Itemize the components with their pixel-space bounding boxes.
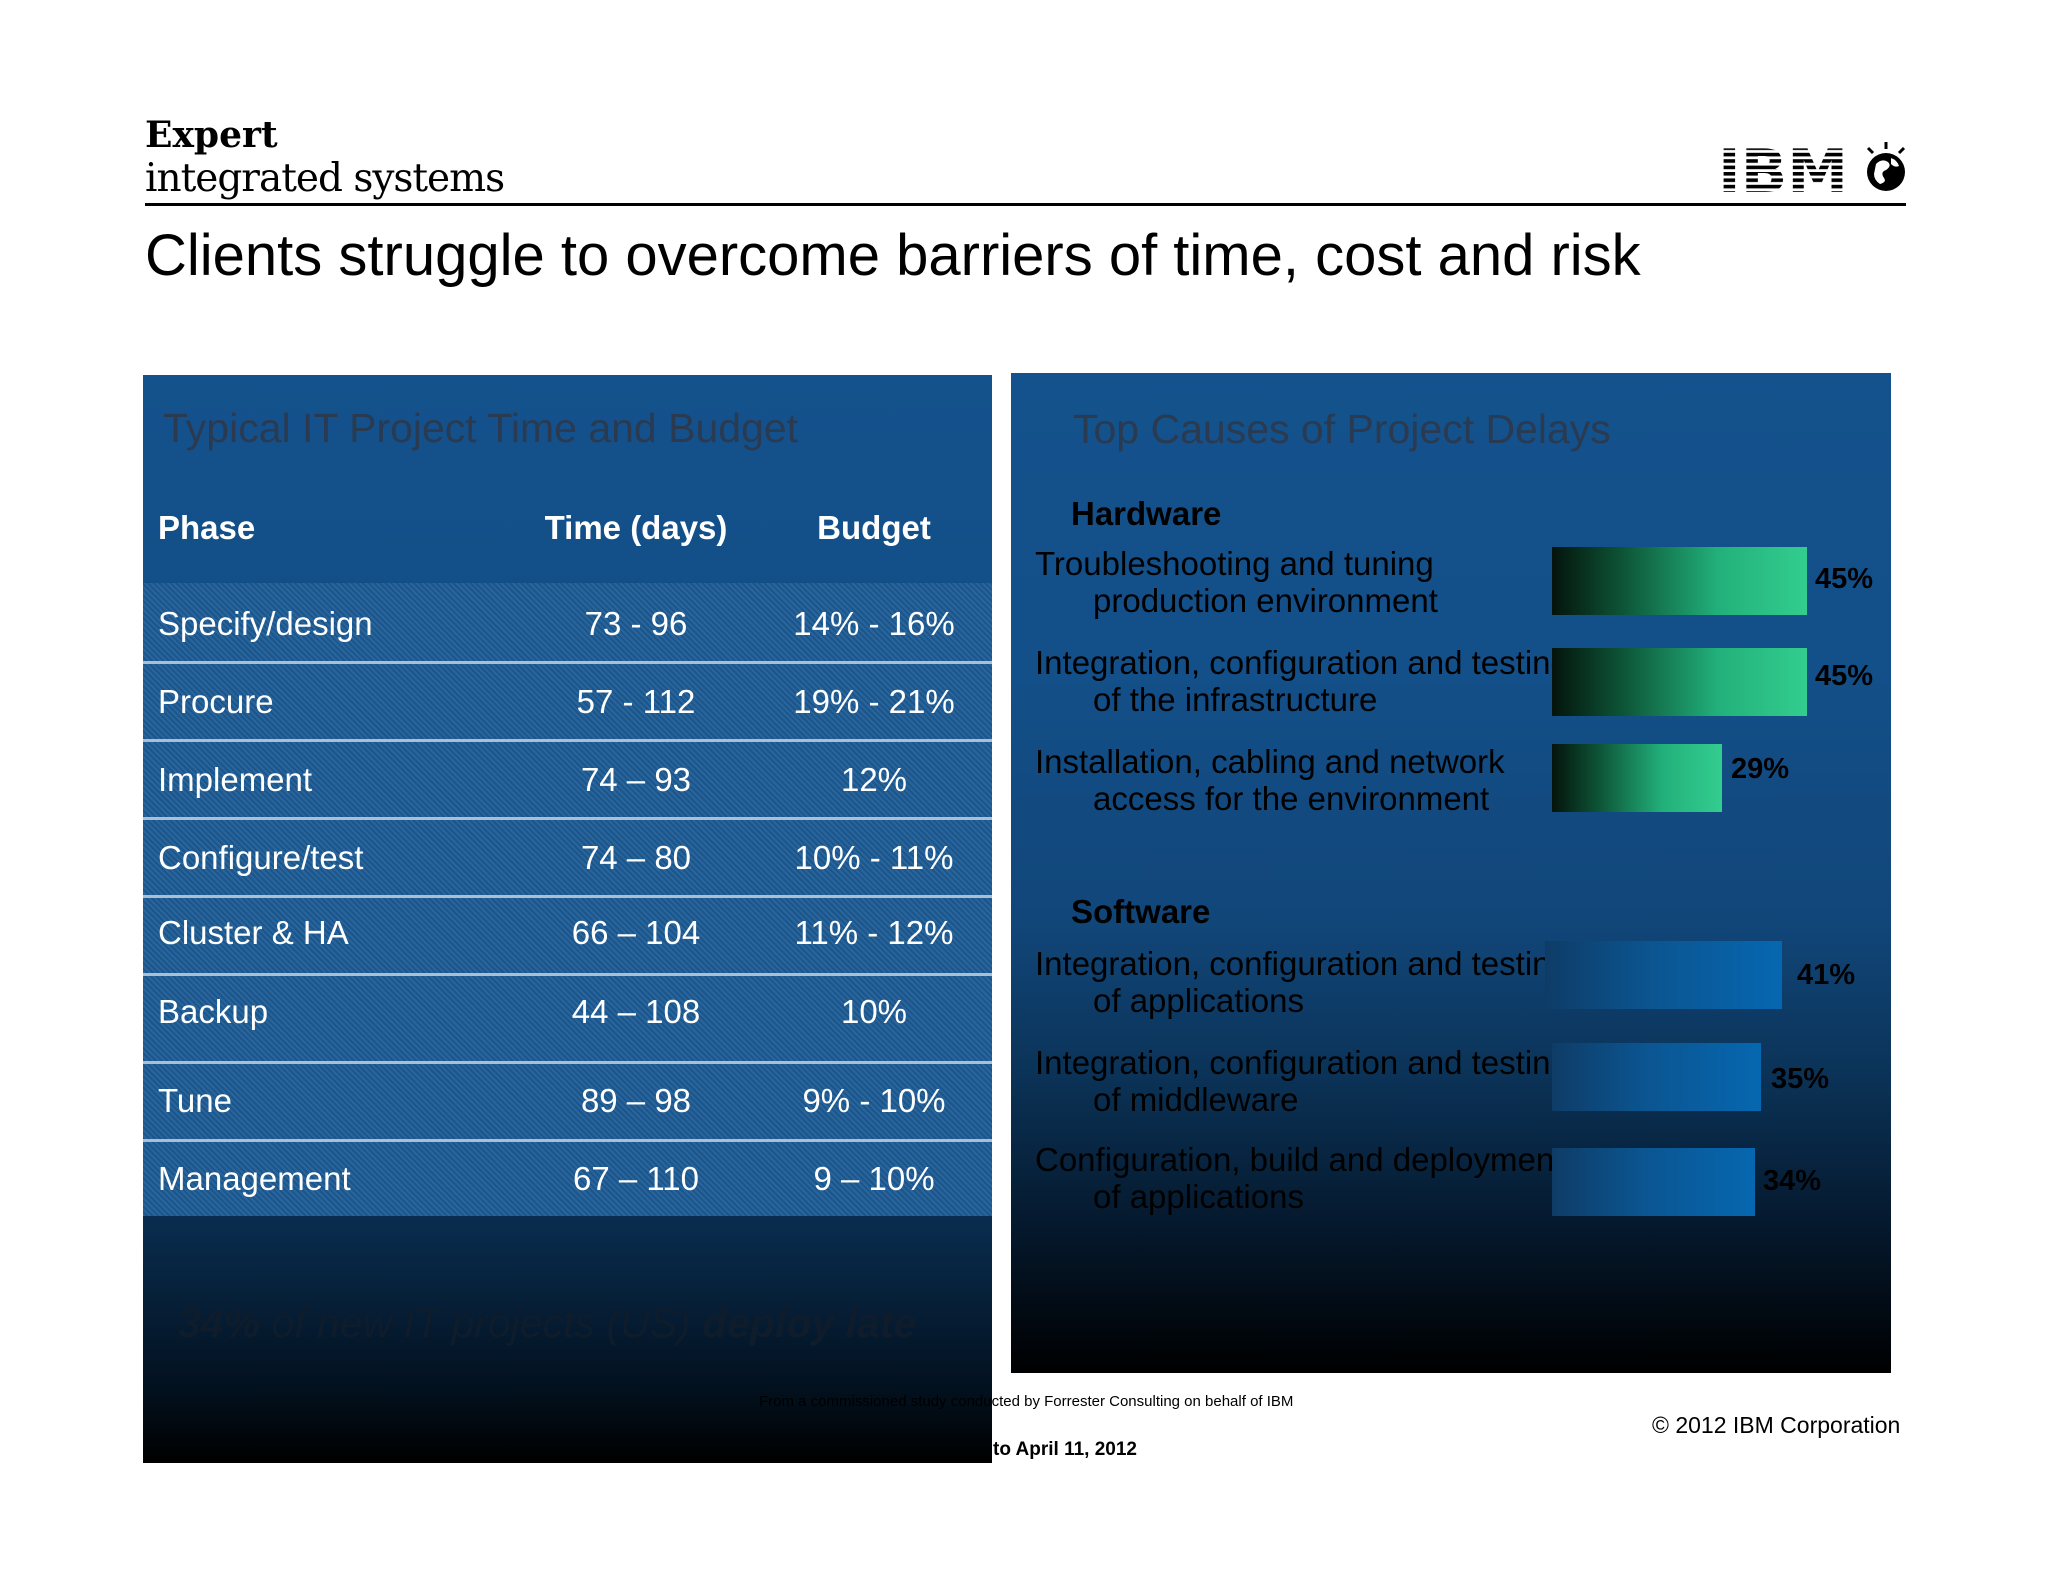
cell-budget: 11% - 12%	[794, 914, 954, 951]
study-date: to April 11, 2012	[993, 1439, 1137, 1460]
cell-phase: Implement	[158, 761, 313, 798]
software-section-label: Software	[1071, 893, 1211, 930]
table-row: Cluster & HA 66 – 104 11% - 12%	[143, 898, 992, 973]
cell-time: 67 – 110	[572, 1160, 699, 1197]
column-header-budget: Budget	[817, 509, 931, 546]
cell-phase: Procure	[158, 683, 274, 720]
cause-line: of applications	[1093, 1178, 1304, 1215]
note-middle: of new IT projects (US)	[260, 1300, 703, 1346]
cause-line: Integration, configuration and testing	[1035, 644, 1569, 681]
table-row: Backup 44 – 108 10%	[143, 976, 992, 1061]
note-end: deploy late	[702, 1300, 917, 1346]
cause-line: of the infrastructure	[1093, 681, 1378, 718]
delay-bar	[1552, 547, 1807, 615]
table-row: Specify/design 73 - 96 14% - 16%	[143, 583, 992, 661]
cell-phase: Tune	[158, 1082, 232, 1119]
hardware-section-label: Hardware	[1071, 495, 1222, 532]
table-row: Procure 57 - 112 19% - 21%	[143, 664, 992, 739]
late-deployment-note: 34% of new IT projects (US) deploy late	[178, 1300, 916, 1347]
row-divider	[143, 817, 992, 820]
cell-phase: Specify/design	[158, 605, 373, 642]
cause-line: of applications	[1093, 982, 1304, 1019]
cell-time: 74 – 80	[580, 839, 692, 876]
row-divider	[143, 895, 992, 898]
cause-line: Installation, cabling and network	[1035, 743, 1505, 780]
column-header-phase: Phase	[158, 509, 256, 546]
page-title: Clients struggle to overcome barriers of…	[145, 223, 1641, 288]
copyright: © 2012 IBM Corporation	[1652, 1412, 1901, 1438]
panel-title: Typical IT Project Time and Budget	[163, 405, 799, 451]
row-divider	[143, 661, 992, 664]
delay-bar	[1552, 1148, 1755, 1216]
brand-subtitle: integrated systems	[145, 156, 505, 201]
delay-value: 35%	[1771, 1063, 1830, 1095]
cause-label: Configuration, build and deployment of a…	[1035, 1141, 1563, 1215]
cell-budget: 9% - 10%	[802, 1082, 946, 1119]
delay-bar	[1552, 744, 1722, 812]
globe-icon	[1866, 142, 1906, 191]
cell-budget: 12%	[840, 761, 908, 798]
table-row: Implement 74 – 93 12%	[143, 742, 992, 817]
cell-time: 73 - 96	[584, 605, 688, 642]
cause-line: Integration, configuration and testing	[1035, 1044, 1569, 1081]
cause-label: Integration, configuration and testing o…	[1035, 945, 1569, 1019]
cause-label: Integration, configuration and testing o…	[1035, 1044, 1569, 1118]
cell-time: 66 – 104	[571, 914, 701, 951]
cause-line: of middleware	[1093, 1081, 1299, 1118]
table-row: Configure/test 74 – 80 10% - 11%	[143, 820, 992, 895]
panel-title: Top Causes of Project Delays	[1073, 406, 1611, 452]
delay-value: 29%	[1731, 753, 1790, 785]
cell-phase: Cluster & HA	[158, 914, 349, 951]
row-divider	[143, 973, 992, 976]
cause-label: Troubleshooting and tuning production en…	[1035, 545, 1438, 619]
cause-line: Configuration, build and deployment	[1035, 1141, 1564, 1178]
note-stat: 34%	[178, 1300, 261, 1346]
cell-time: 44 – 108	[571, 993, 701, 1030]
cell-time: 74 – 93	[580, 761, 692, 798]
cell-time: 89 – 98	[580, 1082, 692, 1119]
cell-budget: 9 – 10%	[813, 1160, 935, 1197]
row-divider	[143, 1139, 992, 1142]
cell-phase: Management	[158, 1160, 351, 1197]
cause-label: Installation, cabling and network access…	[1035, 743, 1505, 817]
ibm-logo: IBM	[1718, 140, 1906, 198]
cause-line: Troubleshooting and tuning	[1035, 545, 1434, 582]
table-row: Management 67 – 110 9 – 10%	[143, 1142, 992, 1216]
cell-budget: 14% - 16%	[793, 605, 955, 642]
cell-budget: 10% - 11%	[794, 839, 954, 876]
delay-bar	[1552, 1043, 1761, 1111]
cell-phase: Configure/test	[158, 839, 364, 876]
table-row: Tune 89 – 98 9% - 10%	[143, 1064, 992, 1139]
cell-time: 57 - 112	[576, 683, 696, 720]
brand-title: Expert	[145, 114, 278, 156]
cause-line: access for the environment	[1093, 780, 1490, 817]
cause-line: Integration, configuration and testing	[1035, 945, 1569, 982]
row-divider	[143, 739, 992, 742]
delay-value: 41%	[1797, 959, 1856, 991]
cause-line: production environment	[1093, 582, 1438, 619]
delay-value: 45%	[1815, 563, 1874, 595]
project-delays-panel: Top Causes of Project Delays Hardware Tr…	[1011, 373, 1891, 1373]
delay-bar	[1552, 648, 1807, 716]
header-divider	[145, 203, 1906, 206]
table-body: Specify/design 73 - 96 14% - 16% Procure…	[143, 583, 992, 1216]
row-divider	[143, 1061, 992, 1064]
cell-budget: 19% - 21%	[793, 683, 955, 720]
delay-value: 34%	[1763, 1165, 1822, 1197]
table-header: Phase Time (days) Budget	[143, 493, 992, 563]
cell-budget: 10%	[840, 993, 908, 1030]
delay-value: 45%	[1815, 660, 1874, 692]
delay-bar	[1545, 941, 1782, 1009]
cell-phase: Backup	[158, 993, 269, 1030]
project-time-budget-panel: Typical IT Project Time and Budget Phase…	[143, 375, 992, 1463]
svg-text:IBM: IBM	[1718, 140, 1848, 198]
column-header-time: Time (days)	[544, 509, 728, 546]
cause-label: Integration, configuration and testing o…	[1035, 644, 1569, 718]
source-note: From a commissioned study conducted by F…	[759, 1393, 1294, 1410]
